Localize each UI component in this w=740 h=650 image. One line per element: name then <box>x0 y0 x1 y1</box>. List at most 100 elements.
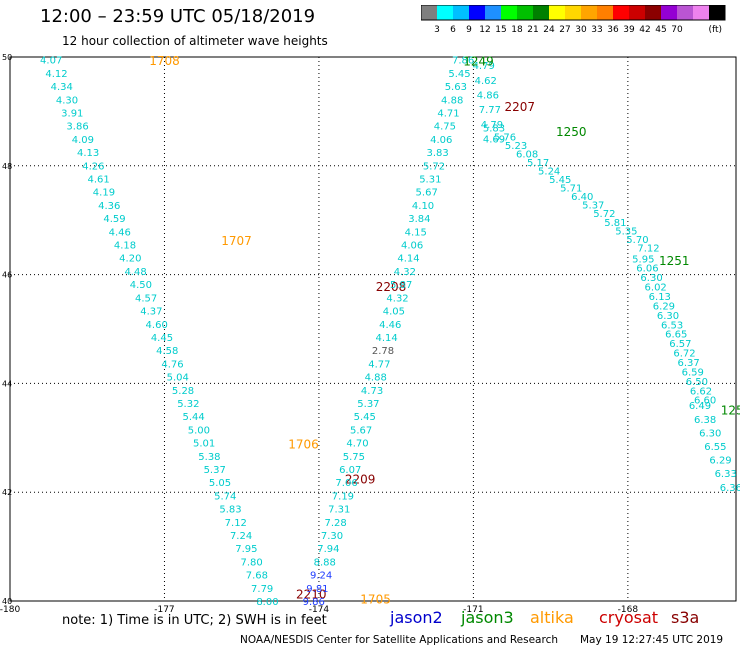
colorbar-swatch <box>501 5 517 20</box>
swh-value-label: 6.36 <box>720 483 740 494</box>
swh-value-label: 7.12 <box>225 518 247 529</box>
swh-value-label: 4.05 <box>383 307 405 318</box>
swh-value-label: 4.10 <box>412 201 434 212</box>
swh-value-label: 5.72 <box>593 209 615 220</box>
colorbar-label: 9 <box>466 25 472 35</box>
swh-value-label: 6.08 <box>516 149 538 160</box>
pass-label: 1706 <box>288 437 319 451</box>
swh-value-label: 5.24 <box>538 166 560 177</box>
colorbar-swatch <box>565 5 581 20</box>
pass-label: 1249 <box>463 54 494 68</box>
swh-value-label: 5.74 <box>214 491 236 502</box>
swh-value-label: 4.57 <box>135 293 157 304</box>
colorbar-swatch <box>661 5 677 20</box>
swh-value-label: 4.37 <box>140 307 162 318</box>
x-tick-label: -168 <box>618 605 639 615</box>
swh-value-label: 5.44 <box>182 412 204 423</box>
x-tick-label: -171 <box>463 605 483 615</box>
swh-value-label: 9.24 <box>310 571 332 582</box>
colorbar-label: 15 <box>495 25 506 35</box>
pass-label: 2207 <box>504 100 535 114</box>
swh-value-label: 5.32 <box>177 399 199 410</box>
swh-value-label: 6.65 <box>665 330 687 341</box>
chart-subtitle: 12 hour collection of altimeter wave hei… <box>62 34 328 48</box>
swh-value-label: 7.86 <box>452 56 474 67</box>
pass-label: 1252 <box>721 404 740 418</box>
colorbar-label: 12 <box>479 25 490 35</box>
colorbar-swatch <box>437 5 453 20</box>
swh-value-label: 4.30 <box>56 95 78 106</box>
colorbar-label: 27 <box>559 25 570 35</box>
swh-value-label: 4.14 <box>397 254 419 265</box>
swh-value-label: 4.34 <box>51 82 73 93</box>
swh-value-label: 4.15 <box>405 227 427 238</box>
y-tick-label: 46 <box>2 271 12 280</box>
swh-value-label: 4.86 <box>477 91 499 102</box>
swh-value-label: 3.86 <box>66 122 88 133</box>
y-tick-label: 50 <box>2 53 12 62</box>
swh-value-label: 4.50 <box>130 280 152 291</box>
swh-value-label: 5.00 <box>188 425 210 436</box>
pass-label: 2208 <box>376 280 407 294</box>
chart-title: 12:00 – 23:59 UTC 05/18/2019 <box>40 6 316 27</box>
swh-value-label: 7.94 <box>317 544 339 555</box>
swh-value-label: 6.53 <box>661 320 683 331</box>
swh-value-label: 6.33 <box>715 469 737 480</box>
x-tick-label: -177 <box>154 605 174 615</box>
swh-value-label: 4.69 <box>483 135 505 146</box>
swh-value-label: 7.24 <box>230 531 252 542</box>
swh-value-label: 5.38 <box>198 452 220 463</box>
swh-value-label: 4.61 <box>88 175 110 186</box>
colorbar-label: 39 <box>623 25 635 35</box>
swh-value-label: 7.28 <box>325 518 347 529</box>
swh-value-label: 4.73 <box>361 386 383 397</box>
colorbar-swatch <box>469 5 485 20</box>
colorbar-label: 3 <box>434 25 440 35</box>
swh-value-label: 4.45 <box>151 333 173 344</box>
swh-value-label: 3.91 <box>61 109 83 120</box>
colorbar-label: 42 <box>639 25 650 35</box>
swh-value-label: 5.83 <box>483 124 505 135</box>
colorbar-swatch <box>421 5 437 20</box>
swh-value-label: 6.02 <box>645 283 667 294</box>
swh-value-label: 4.14 <box>375 333 397 344</box>
swh-value-label: 5.76 <box>494 132 516 143</box>
swh-value-label: 5.75 <box>343 452 365 463</box>
swh-value-label: 4.59 <box>103 214 125 225</box>
credit-text: NOAA/NESDIS Center for Satellite Applica… <box>240 634 558 646</box>
swh-value-label: 5.37 <box>204 465 226 476</box>
swh-value-label: 6.30 <box>640 273 662 284</box>
colorbar-swatch <box>549 5 565 20</box>
colorbar-label: 33 <box>591 25 602 35</box>
swh-value-label: 5.71 <box>560 184 582 195</box>
swh-value-label: 7.06 <box>335 478 357 489</box>
y-tick-label: 40 <box>2 597 12 606</box>
colorbar-label: 18 <box>511 25 523 35</box>
note-text: note: 1) Time is in UTC; 2) SWH is in fe… <box>62 613 327 628</box>
swh-value-label: 7.31 <box>328 505 350 516</box>
colorbar-swatch <box>517 5 533 20</box>
swh-value-label: 5.72 <box>423 161 445 172</box>
swh-value-label: 4.18 <box>114 241 136 252</box>
swh-value-label: 4.46 <box>109 227 131 238</box>
swh-value-label: 4.77 <box>368 359 390 370</box>
colorbar-label: 70 <box>671 25 683 35</box>
swh-value-label: 5.37 <box>582 201 604 212</box>
swh-value-label: 6.30 <box>699 428 721 439</box>
x-tick-label: -180 <box>0 605 20 615</box>
swh-value-label: 4.36 <box>98 201 120 212</box>
swh-value-label: 7.12 <box>637 243 659 254</box>
swh-value-label: 4.09 <box>72 135 94 146</box>
swh-value-label: 8.00 <box>256 597 278 608</box>
swh-value-label: 5.04 <box>167 373 189 384</box>
swh-value-label: 4.88 <box>441 95 463 106</box>
swh-value-label: 4.75 <box>434 122 456 133</box>
colorbar-swatch <box>709 5 725 20</box>
pass-label: 1707 <box>221 234 252 248</box>
colorbar-label: 24 <box>543 25 555 35</box>
swh-value-label: 5.67 <box>416 188 438 199</box>
swh-value-label: 5.28 <box>172 386 194 397</box>
swh-value-label: 6.37 <box>677 358 699 369</box>
swh-value-label: 5.70 <box>626 235 648 246</box>
swh-value-label: 5.83 <box>219 505 241 516</box>
